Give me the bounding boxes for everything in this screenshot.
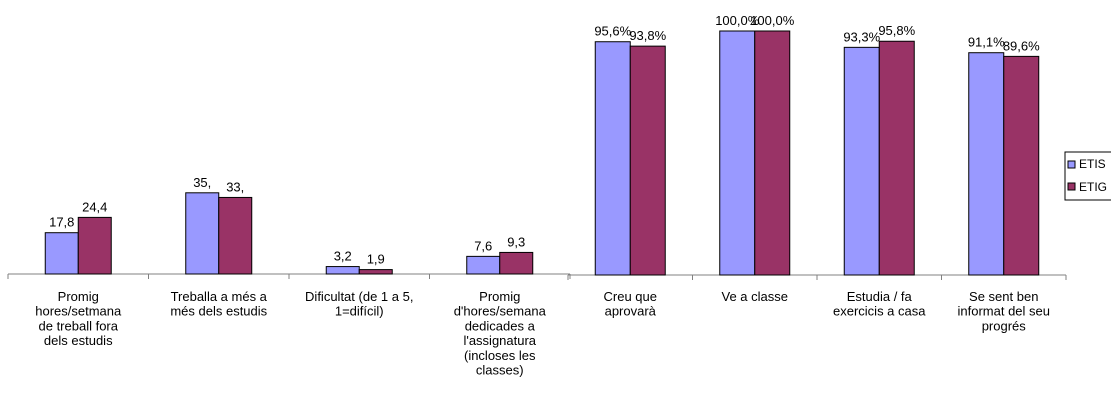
data-label: 35,	[193, 175, 211, 190]
data-label: 1,9	[367, 252, 385, 267]
category-label-line: Treballa a més a	[171, 289, 268, 304]
category-label-line: dels estudis	[44, 333, 113, 348]
category-label-line: Creu que	[604, 289, 657, 304]
data-label: 24,4	[82, 199, 107, 214]
category-label: Treballa a més a més dels estudis	[170, 289, 267, 319]
bar-etis	[719, 30, 756, 276]
category-label-line: classes)	[476, 363, 524, 378]
category-label: Se sent ben informat del seu progrés	[958, 289, 1051, 333]
category-label-line: més dels estudis	[170, 304, 267, 319]
data-label: 17,8	[49, 215, 74, 230]
category-label-line: exercicis a casa	[833, 304, 926, 319]
category-label-line: progrés	[982, 318, 1027, 333]
legend-swatch-etig	[1067, 182, 1076, 191]
bar-etig	[878, 40, 915, 276]
category-label: Ve a classe	[722, 289, 789, 304]
data-label: 93,3%	[843, 29, 880, 44]
data-label: 93,8%	[629, 28, 666, 43]
category-label-line: (incloses les	[464, 348, 536, 363]
data-label: 89,6%	[1003, 38, 1040, 53]
data-label: 7,6	[474, 238, 492, 253]
bar-etig	[1003, 55, 1040, 276]
category-label-line: Dificultat (de 1 a 5,	[305, 289, 413, 304]
data-label: 100,0%	[750, 13, 795, 28]
bar-etig	[754, 30, 791, 276]
legend-box	[1064, 151, 1111, 201]
category-label: Dificultat (de 1 a 5, 1=difícil)	[305, 289, 413, 319]
bar-etis	[594, 41, 631, 276]
bar-etis	[968, 52, 1005, 276]
bar-etis	[185, 192, 220, 275]
category-label-line: dedicades a	[465, 318, 536, 333]
bar-etig	[77, 216, 112, 275]
bar-etig	[358, 269, 393, 275]
category-label-line: de treball fora	[39, 318, 119, 333]
category-label-line: Ve a classe	[722, 289, 789, 304]
category-label-line: d'hores/semana	[454, 304, 547, 319]
bar-etig	[218, 196, 253, 275]
data-label: 100,0%	[715, 13, 760, 28]
chart-right: 95,6%93,8% Creu que aprovarà 100,0%100,0% Ve…	[567, 13, 1067, 333]
category-label-line: Se sent ben	[969, 289, 1038, 304]
bar-etig	[499, 251, 534, 275]
legend-swatch-etis	[1067, 160, 1076, 169]
category-label-line: aprovarà	[605, 304, 657, 319]
bar-etis	[466, 255, 501, 275]
data-label: 33,	[226, 179, 244, 194]
category-label: Estudia / fa exercicis a casa	[833, 289, 926, 319]
bar-etis	[843, 46, 880, 276]
category-label-line: Promig	[479, 289, 520, 304]
category-label-line: hores/setmana	[35, 304, 122, 319]
category-label-line: informat del seu	[958, 304, 1051, 319]
data-label: 91,1%	[968, 35, 1005, 50]
legend-label-etis: ETIS	[1079, 157, 1106, 171]
bar-etis	[44, 232, 79, 275]
bar-etis	[325, 266, 360, 275]
category-label: Promig d'hores/semana dedicades a l'assigna…	[454, 289, 547, 378]
legend: ETIS ETIG	[1064, 151, 1111, 201]
category-label: Creu que aprovarà	[604, 289, 657, 319]
data-label: 95,6%	[594, 24, 631, 39]
data-label: 95,8%	[878, 23, 915, 38]
category-label: Promig hores/setmana de treball fora dels e…	[35, 289, 122, 348]
category-label-line: 1=difícil)	[335, 304, 384, 319]
legend-label-etig: ETIG	[1079, 180, 1107, 194]
data-label: 3,2	[334, 249, 352, 264]
category-label-line: Promig	[58, 289, 99, 304]
data-label: 9,3	[507, 234, 525, 249]
category-label-line: l'assignatura	[463, 333, 536, 348]
category-label-line: Estudia / fa	[847, 289, 913, 304]
bar-etig	[629, 45, 666, 276]
